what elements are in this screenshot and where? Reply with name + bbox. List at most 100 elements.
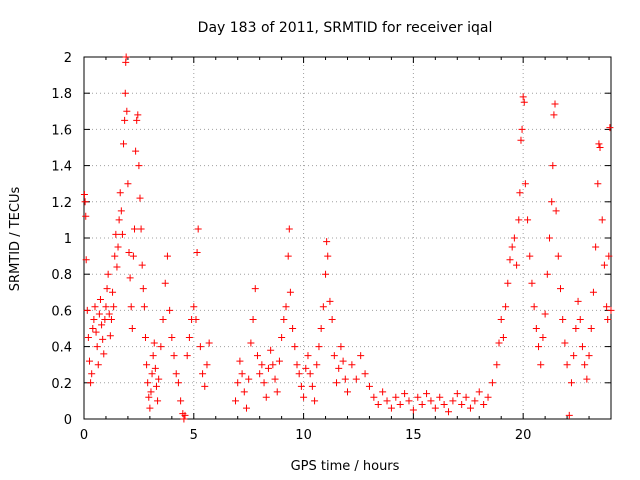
data-point <box>520 98 528 106</box>
data-point <box>129 252 137 260</box>
data-point <box>528 279 536 287</box>
y-tick-label: 0.4 <box>51 341 72 356</box>
data-point <box>127 303 135 311</box>
data-point <box>322 270 330 278</box>
data-point <box>232 397 240 405</box>
data-point <box>121 89 129 97</box>
data-point <box>308 382 316 390</box>
data-point <box>598 216 606 224</box>
data-point <box>550 111 558 119</box>
data-point <box>109 288 117 296</box>
data-point <box>396 401 404 409</box>
data-point <box>578 343 586 351</box>
data-point <box>357 352 365 360</box>
data-point <box>106 332 114 340</box>
plot-frame <box>83 56 612 420</box>
data-point <box>121 116 129 124</box>
data-point <box>392 393 400 401</box>
data-point <box>163 252 171 260</box>
data-point <box>145 393 153 401</box>
data-point <box>524 216 532 224</box>
data-point <box>185 334 193 342</box>
data-point <box>423 390 431 398</box>
data-point <box>453 390 461 398</box>
data-point <box>275 357 283 365</box>
data-point <box>148 370 156 378</box>
data-point <box>551 100 559 108</box>
data-point <box>414 393 422 401</box>
data-point <box>82 212 90 220</box>
y-tick-label: 1.2 <box>51 196 72 211</box>
data-point <box>264 364 272 372</box>
data-point <box>81 198 89 206</box>
data-point <box>543 270 551 278</box>
data-point <box>297 382 305 390</box>
data-point <box>242 404 250 412</box>
data-point <box>561 339 569 347</box>
data-point <box>497 315 505 323</box>
data-point <box>344 388 351 396</box>
data-point <box>532 325 540 332</box>
data-point <box>280 315 288 323</box>
data-point <box>319 303 327 311</box>
data-point <box>123 107 131 115</box>
data-point <box>530 303 538 311</box>
data-point <box>313 361 321 369</box>
data-point <box>506 256 514 264</box>
data-point <box>180 415 188 423</box>
data-point <box>146 404 154 412</box>
data-point <box>87 379 95 387</box>
data-point <box>131 225 139 233</box>
data-point <box>565 411 573 419</box>
data-point <box>128 325 136 332</box>
axis-ticks: 0 5 10 15 20 0 0.2 0.4 0.6 0.8 1 1.2 1.4 1.6 1.8 2 <box>51 51 611 443</box>
data-point <box>117 207 125 215</box>
data-point <box>203 361 211 369</box>
data-point <box>105 310 113 318</box>
data-point <box>295 370 303 378</box>
data-point <box>240 388 248 396</box>
data-point <box>159 315 167 323</box>
data-point <box>107 315 115 323</box>
data-point <box>132 147 140 155</box>
data-point <box>304 352 312 360</box>
data-point <box>302 364 310 372</box>
data-point <box>152 382 160 390</box>
data-point <box>475 388 483 396</box>
y-tick-label: 2 <box>64 51 72 66</box>
data-point <box>205 339 213 347</box>
data-point <box>247 339 255 347</box>
data-point <box>589 288 597 296</box>
data-point <box>436 393 444 401</box>
y-tick-label: 0.2 <box>51 377 72 392</box>
data-point <box>466 404 474 412</box>
data-point <box>440 401 448 409</box>
data-point <box>291 343 299 351</box>
data-point <box>595 140 603 148</box>
data-point <box>91 303 99 311</box>
data-point <box>234 379 242 387</box>
data-point <box>155 375 163 383</box>
data-point <box>516 189 524 197</box>
data-point <box>137 225 145 233</box>
data-point <box>166 306 174 314</box>
data-point <box>427 397 435 405</box>
data-point <box>339 357 347 365</box>
data-point <box>361 370 369 378</box>
data-point <box>499 334 507 342</box>
data-point <box>449 397 457 405</box>
chart-title: Day 183 of 2011, SRMTID for receiver iqa… <box>198 20 493 36</box>
data-point <box>300 393 308 401</box>
y-tick-label: 1 <box>64 232 72 247</box>
data-point <box>337 343 345 351</box>
data-point <box>89 325 97 332</box>
data-point <box>92 328 100 336</box>
data-point <box>405 397 413 405</box>
data-point <box>104 270 112 278</box>
data-point <box>251 285 259 293</box>
data-point <box>258 361 266 369</box>
x-tick-label: 0 <box>80 428 88 443</box>
data-point <box>174 379 182 387</box>
data-point <box>116 189 124 197</box>
data-point <box>282 303 290 311</box>
